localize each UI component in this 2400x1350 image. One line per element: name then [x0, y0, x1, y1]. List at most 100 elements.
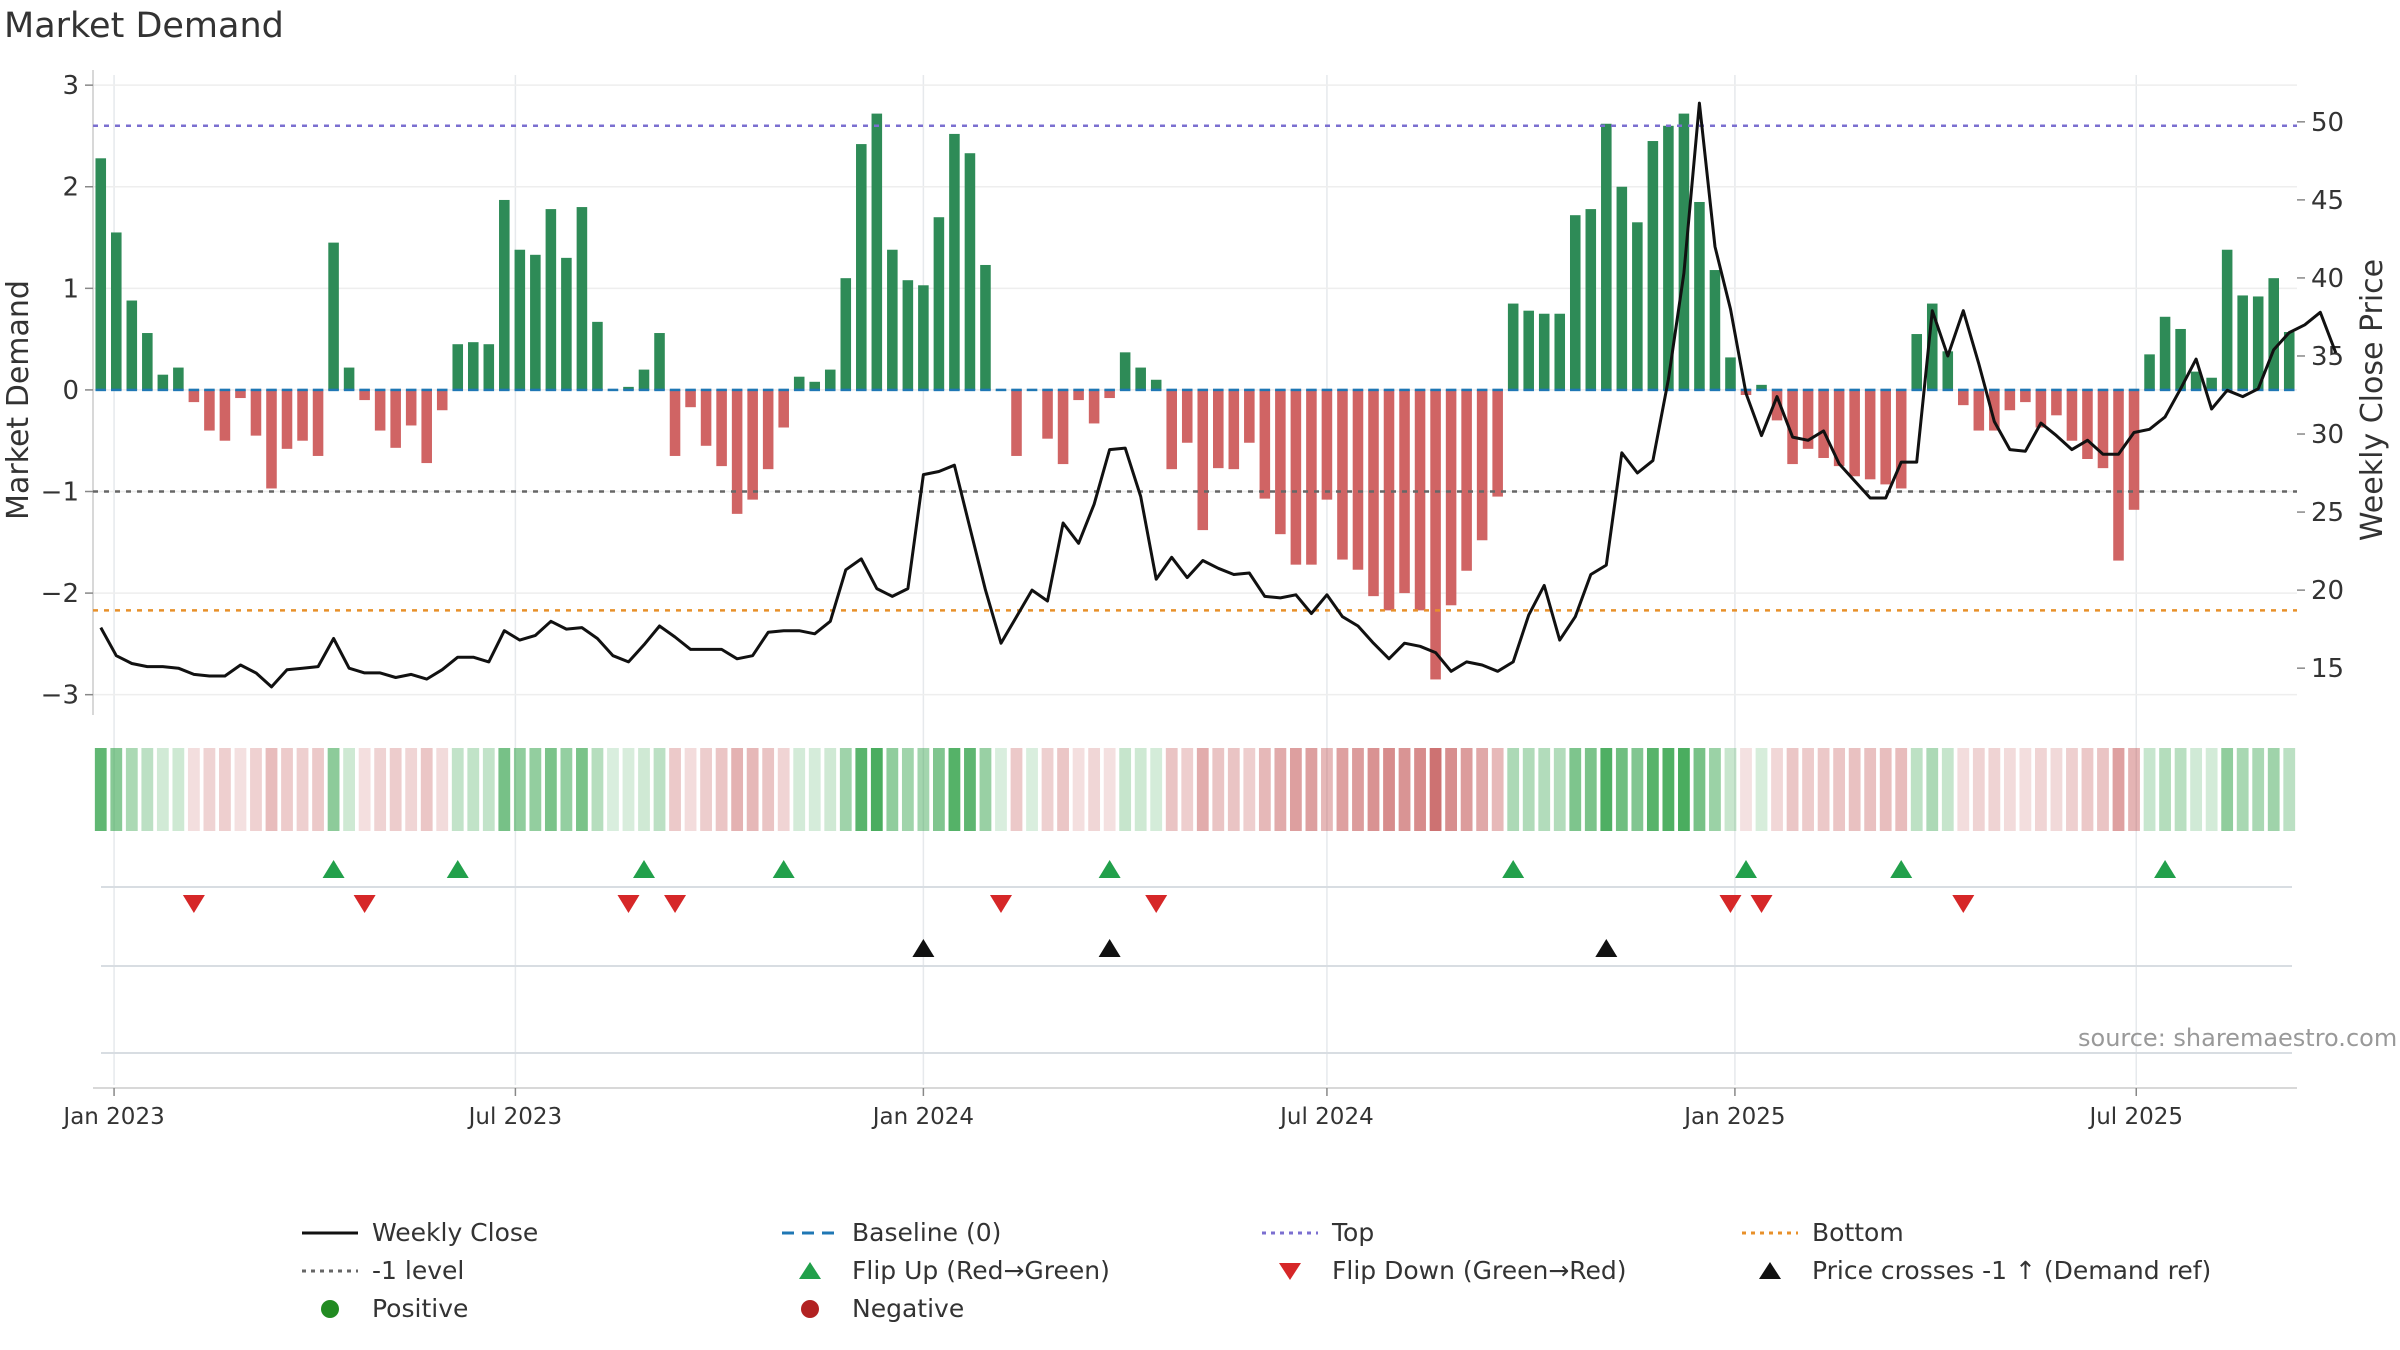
- demand-heat-cell: [2066, 748, 2078, 831]
- x-tick-label: Jan 2023: [61, 1104, 164, 1130]
- demand-heat-cell: [2081, 748, 2094, 831]
- demand-heat-cell: [2283, 748, 2296, 831]
- demand-bar: [747, 389, 758, 500]
- demand-heat-cell: [513, 748, 526, 831]
- demand-bar: [467, 342, 479, 390]
- demand-heat-cell: [700, 748, 712, 831]
- demand-bar: [1352, 389, 1364, 570]
- demand-heat-cell: [2174, 748, 2187, 831]
- demand-bar: [1895, 389, 1907, 489]
- demand-heat-cell: [1445, 748, 1457, 831]
- demand-heat-cell: [467, 748, 480, 831]
- demand-heat-cell: [1507, 748, 1520, 831]
- y2-tick-label: 25: [2311, 498, 2344, 528]
- demand-bar: [561, 257, 572, 390]
- demand-heat-cell: [793, 748, 806, 831]
- demand-heat-cell: [281, 748, 293, 831]
- demand-heat-cell: [343, 748, 355, 831]
- demand-bar: [762, 389, 774, 470]
- demand-bar: [2066, 389, 2078, 441]
- demand-heat-cell: [1678, 748, 1690, 831]
- legend-line-dashed-icon: [782, 1231, 838, 1234]
- demand-heat-cell: [2050, 748, 2063, 831]
- demand-heat-cell: [203, 748, 216, 831]
- demand-heat-cell: [1771, 748, 1783, 831]
- demand-heat-cell: [777, 748, 790, 831]
- demand-bar: [1445, 389, 1457, 606]
- demand-bar: [1647, 141, 1659, 390]
- demand-bar: [1492, 389, 1503, 497]
- demand-heat-cell: [1429, 748, 1442, 831]
- demand-bar: [2004, 389, 2016, 411]
- demand-bar: [638, 369, 650, 390]
- demand-heat-cell: [94, 748, 107, 831]
- demand-bar: [1244, 389, 1255, 443]
- y2-tick-label: 35: [2311, 342, 2344, 372]
- demand-bar: [297, 389, 308, 441]
- demand-heat-cell: [2190, 748, 2203, 831]
- y-tick-label: 1: [62, 274, 79, 304]
- demand-heat-cell: [1258, 748, 1271, 831]
- demand-bar: [530, 254, 541, 390]
- demand-heat-cell: [1584, 748, 1597, 831]
- demand-bar: [1942, 351, 1954, 390]
- demand-heat-cell: [839, 748, 852, 831]
- demand-heat-cell: [979, 748, 992, 831]
- demand-bar: [1461, 389, 1472, 571]
- demand-bar: [188, 389, 200, 403]
- demand-heat-cell: [995, 748, 1007, 831]
- circle-icon: [801, 1299, 819, 1318]
- legend-label: Bottom: [1812, 1218, 1904, 1247]
- demand-heat-cell: [1553, 748, 1566, 831]
- demand-bar: [980, 264, 991, 390]
- demand-bar: [1585, 209, 1597, 390]
- demand-bar: [173, 367, 184, 390]
- demand-heat-cell: [1026, 748, 1038, 831]
- x-tick-label: Jan 2024: [871, 1104, 974, 1130]
- demand-bar: [1104, 389, 1115, 399]
- legend-item-negative: Negative: [780, 1294, 964, 1323]
- demand-bar: [1383, 389, 1395, 611]
- triangle-up-icon: [799, 1261, 821, 1279]
- demand-bar: [1430, 389, 1441, 680]
- demand-bar: [592, 321, 603, 390]
- demand-heat-cell: [964, 748, 976, 831]
- demand-bar: [1259, 389, 1271, 499]
- demand-heat-cell: [327, 748, 340, 831]
- demand-bar: [545, 209, 557, 390]
- demand-bar: [871, 113, 883, 390]
- demand-heat-cell: [715, 748, 728, 831]
- y-tick-label: 3: [62, 71, 79, 101]
- demand-bar: [343, 367, 355, 390]
- y-tick-label: 0: [62, 376, 79, 406]
- demand-bar: [2035, 389, 2047, 428]
- demand-heat-cell: [948, 748, 961, 831]
- flip-down-marker: [1719, 895, 1742, 913]
- demand-heat-cell: [2236, 748, 2249, 831]
- demand-bar: [1150, 379, 1162, 390]
- demand-bar: [1306, 389, 1317, 565]
- demand-bar: [654, 333, 665, 390]
- demand-bar: [949, 133, 960, 390]
- demand-heat-cell: [576, 748, 588, 831]
- legend-item-flip-up: Flip Up (Red→Green): [780, 1256, 1110, 1285]
- demand-heat-cell: [2252, 748, 2265, 831]
- demand-heat-cell: [358, 748, 371, 831]
- demand-heat-cell: [1833, 748, 1846, 831]
- demand-bar: [390, 389, 401, 448]
- legend-label: Negative: [852, 1294, 965, 1323]
- demand-bar: [405, 389, 417, 426]
- price-cross-marker: [1098, 939, 1121, 957]
- flip-down-marker: [353, 895, 376, 913]
- demand-heat-cell: [870, 748, 883, 831]
- demand-bar: [514, 249, 526, 390]
- demand-heat-cell: [2221, 748, 2234, 831]
- demand-bar: [1958, 389, 1969, 406]
- demand-bar: [1911, 334, 1923, 390]
- demand-bar: [623, 386, 634, 390]
- demand-heat-cell: [312, 748, 324, 831]
- demand-heat-cell: [1941, 748, 1954, 831]
- demand-heat-cell: [1972, 748, 1985, 831]
- demand-bar: [328, 242, 339, 390]
- demand-bar: [1864, 389, 1876, 480]
